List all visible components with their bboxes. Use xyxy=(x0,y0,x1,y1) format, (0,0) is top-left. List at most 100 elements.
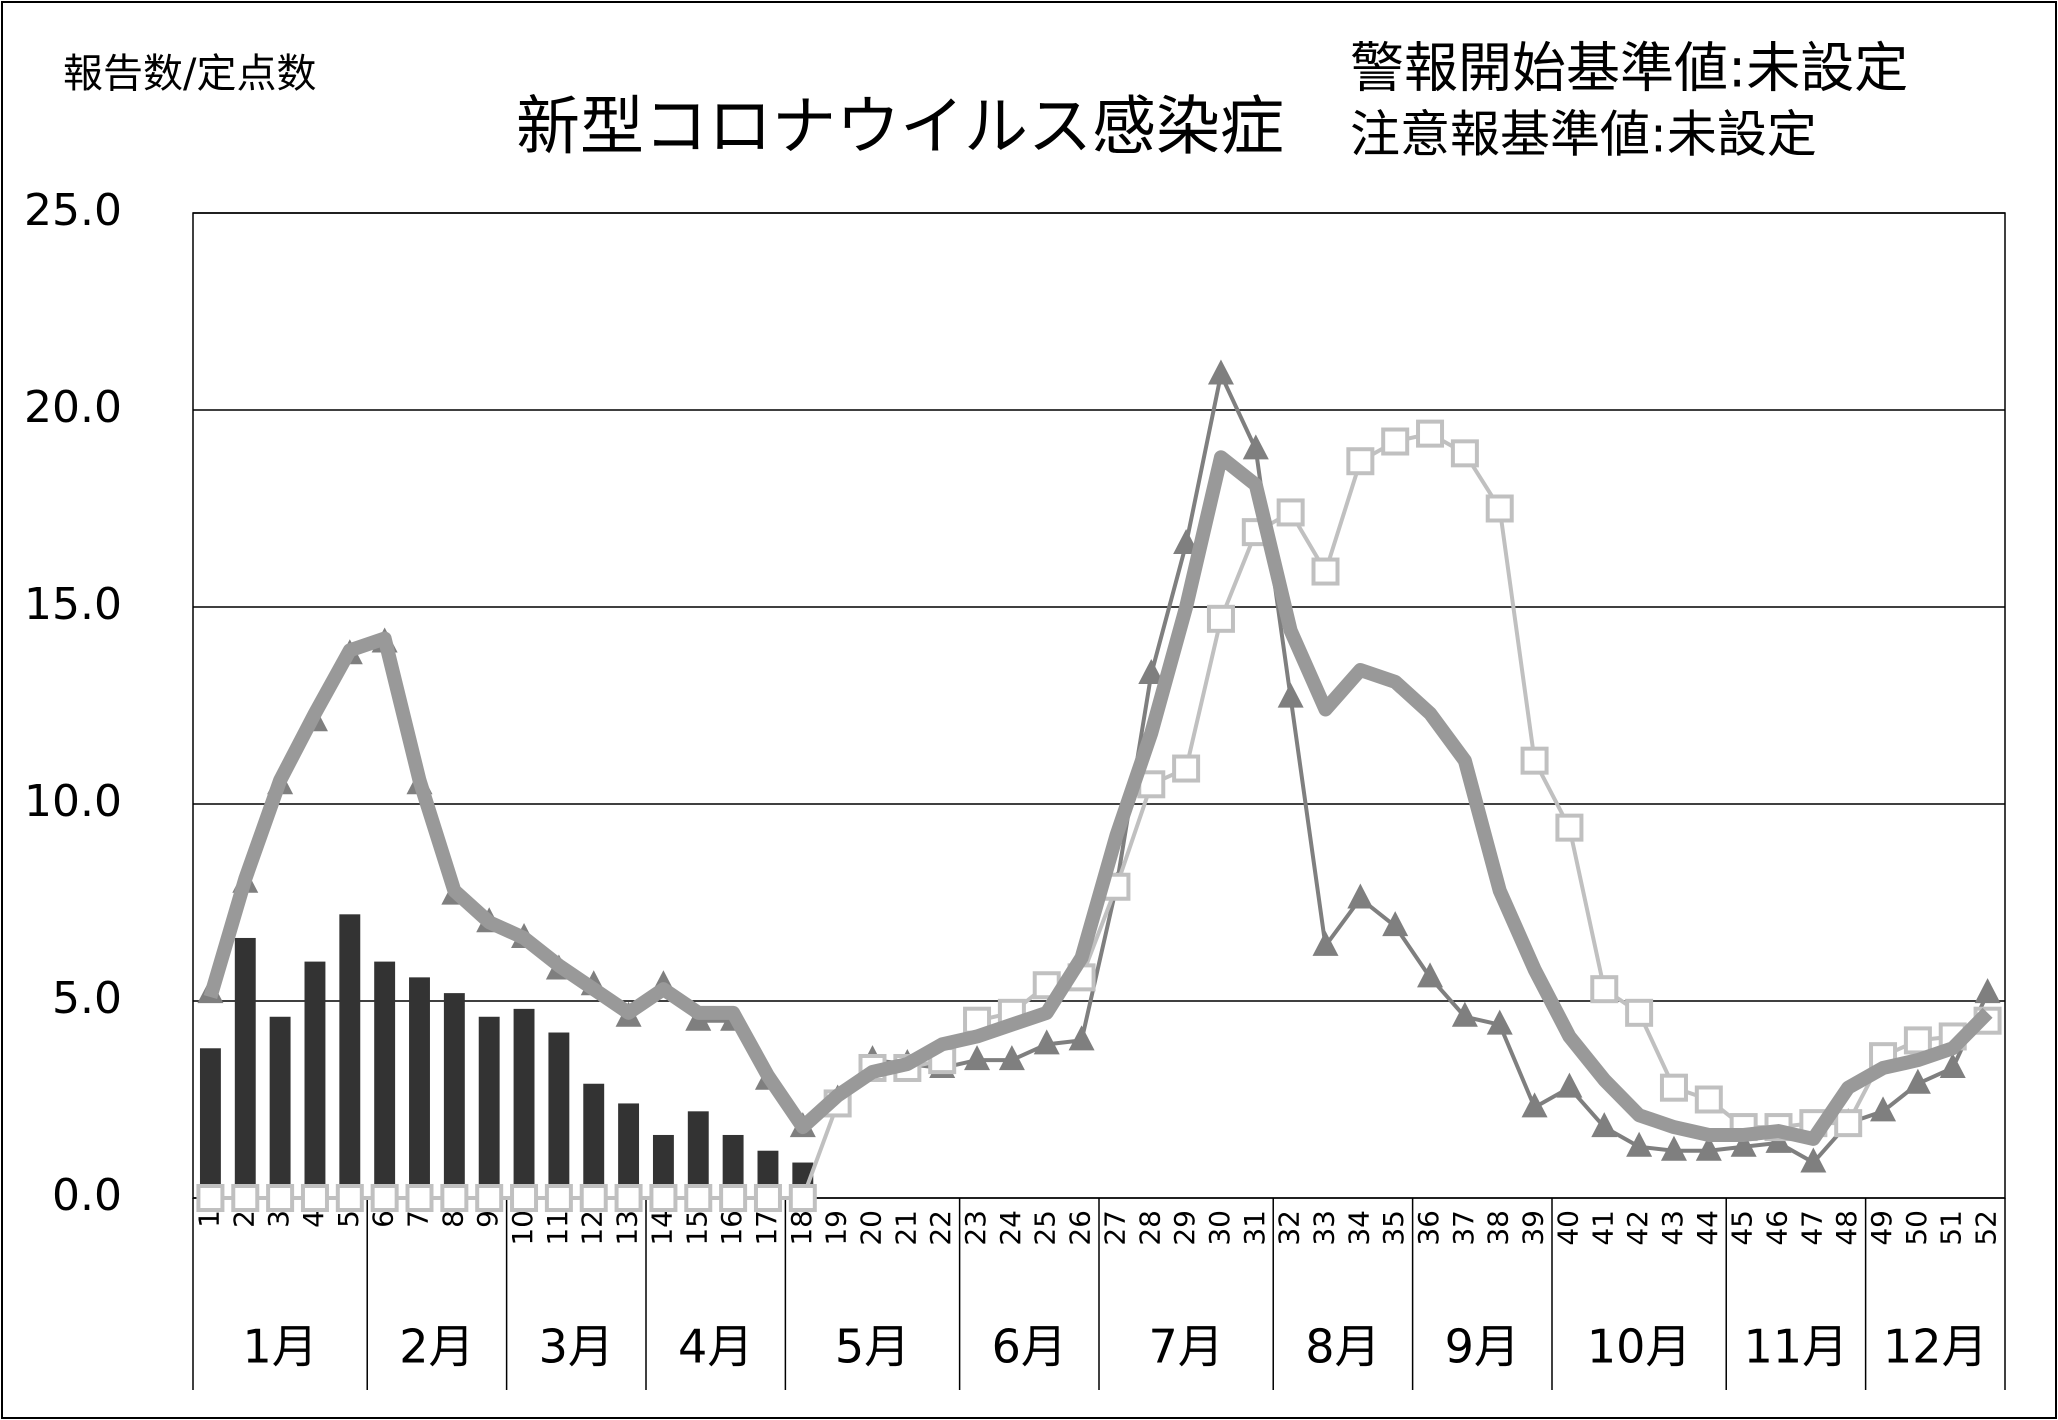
marker-square xyxy=(231,1184,260,1212)
marker-triangle xyxy=(998,1045,1025,1071)
annotation: 注意報基準値:未設定 xyxy=(1350,106,1817,164)
y-axis-label: 報告数/定点数 xyxy=(63,51,316,97)
month-label: 4月 xyxy=(678,1320,753,1374)
x-tick-label: 40 xyxy=(1551,1210,1584,1246)
marker-triangle xyxy=(1033,1029,1060,1055)
x-tick-label: 10 xyxy=(506,1210,539,1246)
bar xyxy=(722,1134,744,1198)
y-tick-label: 20.0 xyxy=(24,382,122,433)
line xyxy=(210,431,1989,1200)
x-tick-label: 15 xyxy=(680,1210,713,1246)
bar xyxy=(618,1103,640,1198)
month-label: 11月 xyxy=(1744,1320,1849,1374)
x-tick-label: 5 xyxy=(332,1210,365,1228)
bar xyxy=(478,1016,500,1198)
marker-square xyxy=(440,1184,469,1212)
x-tick-label: 30 xyxy=(1203,1210,1236,1246)
x-tick-label: 1 xyxy=(192,1210,225,1228)
marker-square xyxy=(1834,1109,1863,1138)
marker-square xyxy=(1172,754,1201,783)
marker-triangle xyxy=(1730,1131,1757,1157)
marker-square xyxy=(753,1184,782,1212)
marker-square xyxy=(1694,1085,1723,1114)
x-tick-label: 24 xyxy=(994,1210,1027,1246)
x-tick-label: 3 xyxy=(262,1210,295,1228)
x-tick-label: 9 xyxy=(471,1210,504,1228)
month-label: 1月 xyxy=(242,1320,317,1374)
marker-square xyxy=(1311,557,1340,586)
marker-square xyxy=(370,1184,399,1212)
marker-square xyxy=(614,1184,643,1212)
marker-square xyxy=(1555,813,1584,842)
marker-square xyxy=(579,1184,608,1212)
marker-square xyxy=(1416,419,1445,448)
month-label: 10月 xyxy=(1587,1320,1692,1374)
y-tick-label: 5.0 xyxy=(52,973,122,1024)
x-tick-label: 28 xyxy=(1133,1210,1166,1246)
marker-triangle xyxy=(1207,359,1234,385)
bar xyxy=(687,1111,709,1198)
x-tick-label: 51 xyxy=(1935,1210,1968,1246)
marker-triangle xyxy=(1347,883,1374,909)
chart-title: 新型コロナウイルス感染症 xyxy=(516,91,1284,165)
y-tick-label: 25.0 xyxy=(24,185,122,236)
x-tick-label: 34 xyxy=(1342,1210,1375,1246)
x-tick-label: 35 xyxy=(1377,1210,1410,1246)
month-label: 12月 xyxy=(1883,1320,1988,1374)
marker-triangle xyxy=(1591,1112,1618,1138)
bar xyxy=(374,961,396,1198)
x-tick-label: 48 xyxy=(1830,1210,1863,1246)
x-tick-label: 36 xyxy=(1412,1210,1445,1246)
x-tick-label: 14 xyxy=(645,1210,678,1246)
marker-square xyxy=(1276,498,1305,527)
x-tick-label: 39 xyxy=(1517,1210,1550,1246)
x-tick-label: 45 xyxy=(1726,1210,1759,1246)
marker-triangle xyxy=(1417,962,1444,988)
x-tick-label: 47 xyxy=(1795,1210,1828,1246)
marker-triangle xyxy=(1486,1009,1513,1035)
marker-square xyxy=(475,1184,504,1212)
x-tick-label: 46 xyxy=(1761,1210,1794,1246)
marker-square xyxy=(266,1184,295,1212)
x-tick-label: 33 xyxy=(1308,1210,1341,1246)
x-tick-label: 20 xyxy=(855,1210,888,1246)
x-tick-label: 19 xyxy=(820,1210,853,1246)
marker-triangle xyxy=(1382,911,1409,937)
month-label: 7月 xyxy=(1148,1320,1223,1374)
x-tick-label: 29 xyxy=(1168,1210,1201,1246)
bar xyxy=(513,1008,535,1198)
marker-square xyxy=(544,1184,573,1212)
marker-square xyxy=(1590,975,1619,1004)
annotation: 警報開始基準値:未設定 xyxy=(1350,37,1908,100)
month-label: 5月 xyxy=(835,1320,910,1374)
marker-square xyxy=(1659,1073,1688,1102)
month-label: 2月 xyxy=(399,1320,474,1374)
x-tick-label: 17 xyxy=(750,1210,783,1246)
bar xyxy=(548,1032,570,1198)
x-tick-label: 4 xyxy=(297,1210,330,1228)
marker-square xyxy=(1485,494,1514,523)
x-tick-label: 7 xyxy=(402,1210,435,1228)
marker-triangle xyxy=(964,1045,991,1071)
bar xyxy=(199,1048,221,1198)
y-tick-label: 15.0 xyxy=(24,579,122,630)
marker-triangle xyxy=(1939,1052,1966,1078)
marker-triangle xyxy=(1660,1135,1687,1161)
month-label: 6月 xyxy=(992,1320,1067,1374)
marker-square xyxy=(510,1184,539,1212)
month-label: 9月 xyxy=(1445,1320,1520,1374)
x-tick-label: 12 xyxy=(576,1210,609,1246)
bar xyxy=(269,1016,291,1198)
x-tick-label: 25 xyxy=(1029,1210,1062,1246)
marker-square xyxy=(1381,427,1410,456)
marker-triangle xyxy=(1521,1092,1548,1118)
bar xyxy=(652,1134,674,1198)
marker-square xyxy=(1450,439,1479,468)
marker-square xyxy=(719,1184,748,1212)
x-tick-label: 18 xyxy=(785,1210,818,1246)
x-tick-label: 26 xyxy=(1064,1210,1097,1246)
marker-square xyxy=(335,1184,364,1212)
marker-triangle xyxy=(1312,930,1339,956)
